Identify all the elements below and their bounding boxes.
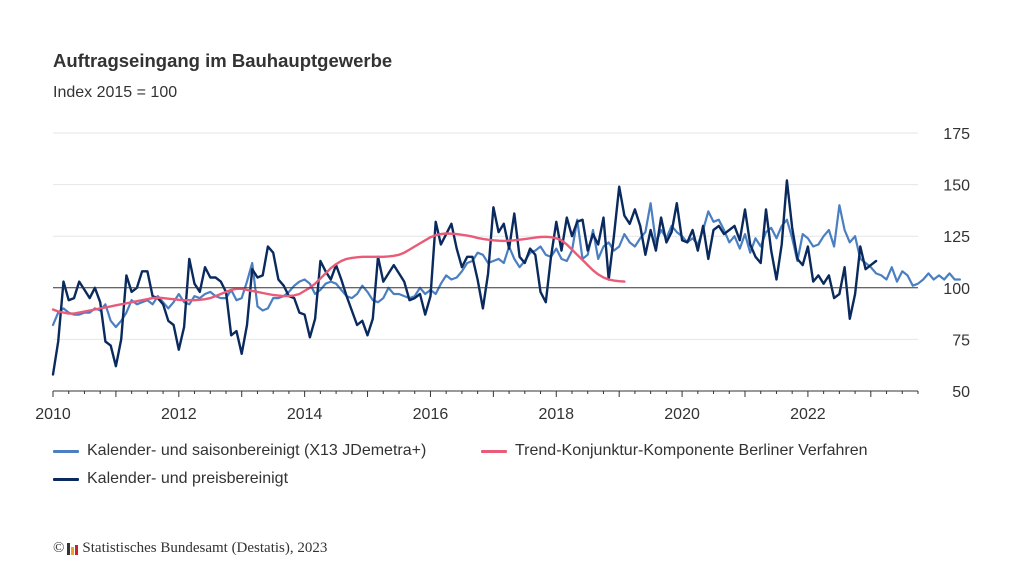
x-tick-label-2014: 2014 bbox=[287, 406, 323, 423]
x-tick-label-2010: 2010 bbox=[35, 406, 71, 423]
x-tick-label-2016: 2016 bbox=[413, 406, 449, 423]
series-line-seasonal bbox=[51, 202, 962, 329]
legend-item-trend[interactable]: Trend-Konjunktur-Komponente Berliner Ver… bbox=[481, 442, 868, 460]
series-line-trend bbox=[51, 232, 626, 315]
source-footer: © Statistisches Bundesamt (Destatis), 20… bbox=[53, 540, 327, 557]
y-tick-label-125: 125 bbox=[943, 229, 970, 246]
y-tick-label-50: 50 bbox=[952, 384, 970, 401]
legend-swatch-price bbox=[53, 477, 79, 481]
y-tick-label-100: 100 bbox=[943, 281, 970, 298]
line-chart: 50 75 100 125 150 175 2010 2012 2014 2016 2018 2020… bbox=[35, 126, 970, 423]
chart-title: Auftragseingang im Bauhauptgewerbe bbox=[53, 50, 393, 71]
legend-label-price: Kalender- und preisbereinigt bbox=[87, 470, 289, 487]
legend-swatch-trend bbox=[481, 449, 507, 453]
x-tick-label-2018: 2018 bbox=[538, 406, 574, 423]
x-tick-label-2022: 2022 bbox=[790, 406, 826, 423]
legend-label-seasonal: Kalender- und saisonbereinigt (X13 JDeme… bbox=[87, 442, 427, 459]
destatis-logo-icon bbox=[67, 542, 79, 555]
source-text: Statistisches Bundesamt (Destatis), 2023 bbox=[82, 540, 328, 556]
series-line-price bbox=[51, 179, 878, 376]
y-tick-label-75: 75 bbox=[952, 332, 970, 349]
x-tick-label-2012: 2012 bbox=[161, 406, 197, 423]
legend-swatch-seasonal bbox=[53, 449, 79, 453]
copyright-symbol: © bbox=[53, 540, 65, 556]
legend-item-seasonal[interactable]: Kalender- und saisonbereinigt (X13 JDeme… bbox=[53, 442, 426, 460]
y-tick-label-150: 150 bbox=[943, 178, 970, 195]
x-tick-label-2020: 2020 bbox=[664, 406, 700, 423]
y-tick-label-175: 175 bbox=[943, 126, 970, 143]
legend-label-trend: Trend-Konjunktur-Komponente Berliner Ver… bbox=[515, 442, 868, 459]
chart-subtitle: Index 2015 = 100 bbox=[53, 84, 178, 101]
legend-item-price[interactable]: Kalender- und preisbereinigt bbox=[53, 470, 288, 488]
